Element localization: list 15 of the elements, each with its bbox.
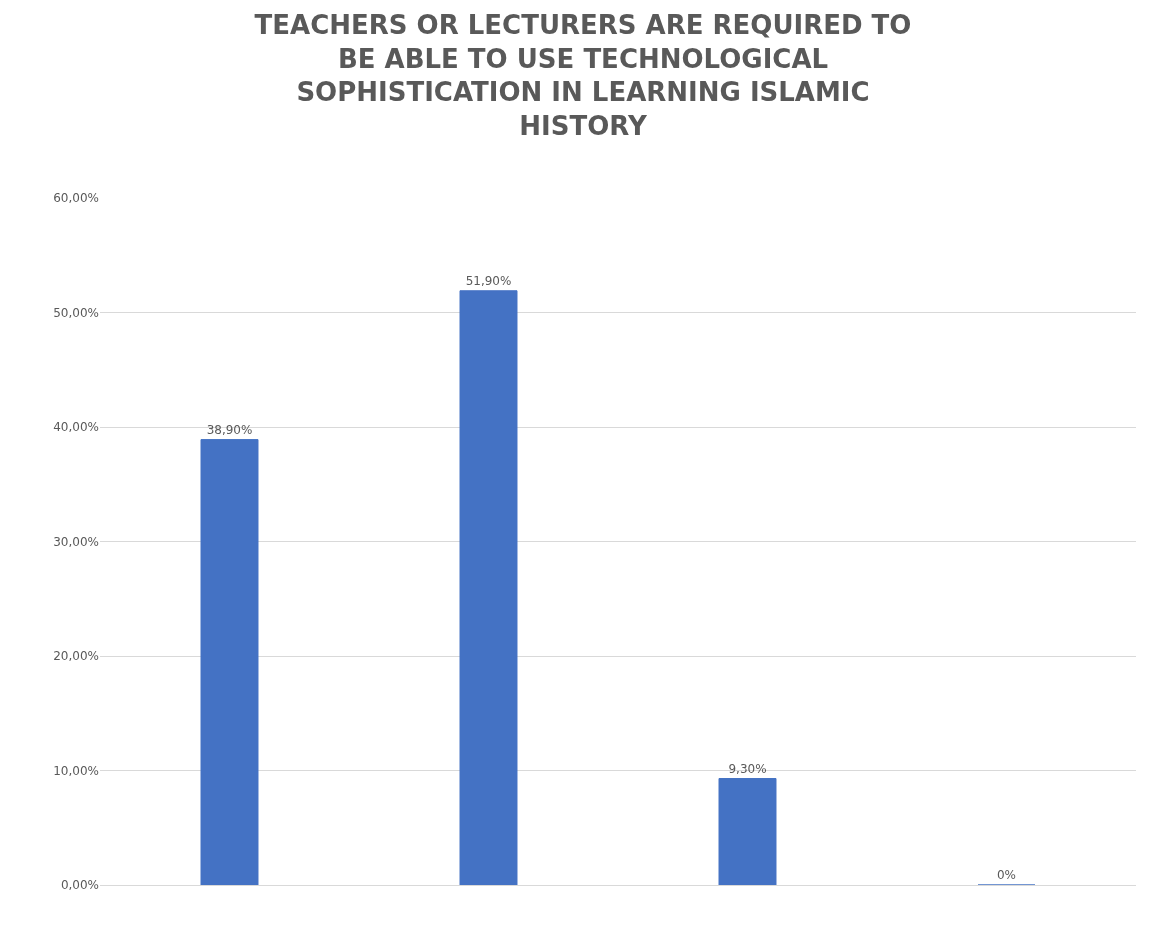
- y-tick-label: 10,00%: [53, 763, 99, 778]
- y-tick-label: 30,00%: [53, 534, 99, 549]
- data-label: 38,90%: [206, 422, 253, 437]
- y-tick-label: 40,00%: [53, 420, 99, 435]
- data-label: 51,90%: [465, 273, 512, 288]
- bar: [200, 439, 259, 885]
- y-tick-label: 50,00%: [53, 305, 99, 320]
- bar: [718, 778, 777, 885]
- data-label: 0%: [996, 868, 1017, 882]
- y-tick-label: 20,00%: [53, 649, 99, 664]
- data-label: 9,30%: [728, 761, 767, 776]
- bar: [459, 290, 518, 885]
- chart-title: TEACHERS OR LECTURERS ARE REQUIRED TO BE ABLE TO USE TECHNOLOGICAL SOPHISTICATION IN LEARNING ISLAMIC HISTORY: [254, 9, 912, 142]
- y-tick-label: 60,00%: [53, 191, 99, 206]
- y-tick-label: 0,00%: [60, 878, 99, 893]
